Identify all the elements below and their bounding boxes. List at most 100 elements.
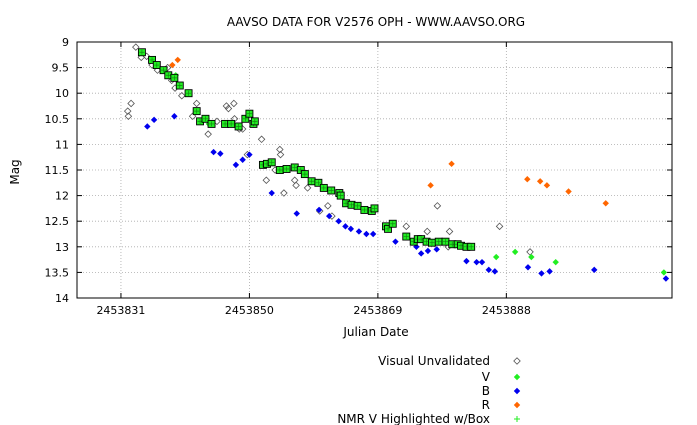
nmr-plus (302, 171, 308, 177)
data-point (175, 81, 184, 90)
y-tick-label: 12 (55, 190, 69, 203)
nmr-plus (242, 116, 248, 122)
series-0 (123, 43, 534, 256)
data-point (280, 189, 288, 197)
y-tick-label: 9.5 (52, 62, 70, 75)
x-axis: 2453831 2453850 2453869 2453888 (96, 42, 531, 317)
data-point (230, 99, 238, 108)
data-point (144, 123, 151, 130)
x-tick-label: 2453831 (96, 304, 145, 317)
data-point (207, 119, 216, 128)
data-point (591, 266, 598, 274)
nmr-plus (442, 239, 448, 245)
x-tick-label: 2453888 (482, 304, 531, 317)
data-point (428, 238, 436, 247)
data-point (170, 73, 179, 82)
data-point (127, 99, 135, 108)
nmr-plus (309, 178, 315, 184)
data-point (552, 258, 559, 266)
data-point (250, 117, 259, 126)
legend-label: NMR V Highlighted w/Box (337, 412, 490, 425)
nmr-plus (209, 121, 215, 127)
nmr-plus (355, 203, 361, 209)
data-point (268, 189, 275, 197)
nmr-plus (349, 202, 355, 208)
data-point (417, 250, 425, 257)
data-point (363, 230, 370, 238)
x-tick-label: 2453869 (353, 304, 402, 317)
nmr-plus (194, 108, 200, 114)
data-point (423, 227, 432, 236)
data-point (275, 166, 284, 174)
y-tick-label: 11.5 (45, 164, 70, 177)
data-point (347, 225, 355, 233)
data-point (290, 176, 299, 185)
data-point (660, 269, 668, 276)
nmr-plus (315, 180, 321, 186)
data-point (159, 66, 168, 75)
data-point (524, 264, 532, 271)
nmr-plus (228, 121, 234, 127)
legend-marker (513, 357, 521, 365)
nmr-plus (328, 187, 334, 193)
data-point (210, 148, 217, 156)
nmr-plus (403, 234, 409, 240)
data-point (369, 230, 377, 238)
data-point (169, 61, 176, 69)
data-point (282, 165, 291, 173)
data-point (148, 55, 157, 64)
data-point (478, 258, 486, 266)
data-point (192, 107, 201, 116)
nmr-plus (292, 164, 298, 170)
data-point (171, 113, 178, 120)
nmr-plus (361, 207, 367, 213)
nmr-plus (222, 121, 228, 127)
data-point (232, 161, 240, 169)
nmr-plus (321, 185, 327, 191)
series-3 (169, 56, 609, 207)
data-point (473, 258, 480, 266)
data-point (491, 268, 499, 275)
data-point (192, 99, 201, 108)
y-tick-label: 10 (55, 87, 69, 100)
y-tick-label: 13.5 (45, 266, 70, 279)
data-point (217, 150, 224, 157)
data-point (388, 219, 397, 228)
x-tick-label: 2453850 (225, 304, 274, 317)
nmr-plus (149, 57, 155, 63)
data-point (543, 182, 551, 189)
y-tick-label: 13 (55, 241, 69, 254)
data-point (327, 186, 336, 195)
nmr-plus (139, 49, 145, 55)
data-point (241, 114, 250, 123)
nmr-plus (252, 118, 258, 124)
data-point (495, 222, 504, 231)
data-point (602, 200, 609, 207)
data-point (123, 107, 132, 115)
data-point (276, 150, 285, 159)
data-point (262, 176, 271, 185)
data-point (526, 248, 534, 256)
nmr-plus (385, 226, 391, 232)
data-point (441, 237, 450, 246)
y-axis: 9 9.5 10 10.5 11 11.5 12 12.5 13 13.5 14 (45, 36, 672, 305)
data-point (427, 182, 434, 189)
nmr-plus (284, 166, 290, 172)
data-point (307, 177, 316, 186)
data-point (319, 183, 328, 192)
y-axis-label: Mag (8, 159, 22, 184)
data-point (402, 232, 411, 241)
data-point (204, 130, 212, 138)
series-2 (144, 113, 670, 282)
data-point (201, 114, 210, 123)
data-point (314, 178, 323, 187)
nmr-plus (468, 244, 474, 250)
chart-title: AAVSO DATA FOR V2576 OPH - WWW.AAVSO.ORG (227, 15, 525, 29)
nmr-plus (298, 167, 304, 173)
nmr-plus (165, 72, 171, 78)
nmr-plus (436, 239, 442, 245)
data-point (392, 238, 399, 245)
nmr-plus (246, 111, 252, 117)
